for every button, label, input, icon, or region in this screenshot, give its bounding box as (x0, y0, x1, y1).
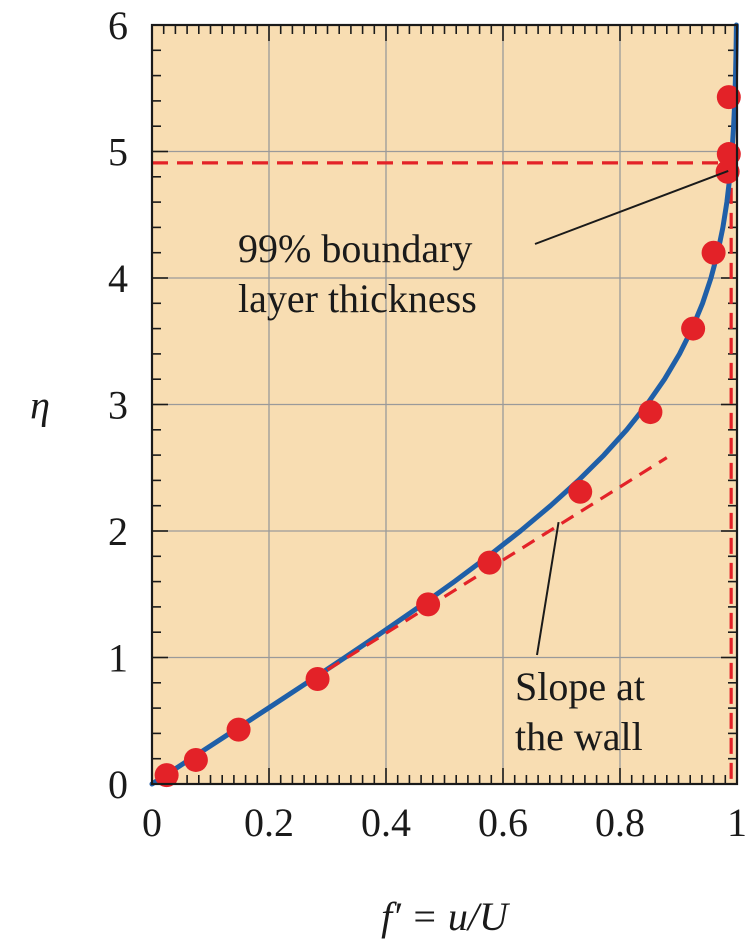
x-tick-label: 1 (727, 800, 747, 845)
grid-lines (152, 25, 737, 784)
x-axis-label: f′ = u/U (381, 894, 511, 939)
data-point (716, 142, 741, 167)
y-tick-label: 2 (108, 509, 128, 554)
x-tick-label: 0.2 (244, 800, 294, 845)
y-tick-label: 1 (108, 636, 128, 681)
plot-frame (150, 23, 739, 786)
reference-lines (152, 161, 737, 784)
data-point (416, 592, 441, 617)
x-tick-label: 0.6 (478, 800, 528, 845)
y-tick-label: 6 (108, 3, 128, 48)
data-point (716, 85, 741, 110)
y-tick-label: 3 (108, 383, 128, 428)
y-axis-label: η (30, 383, 50, 428)
annotations: 99% boundary layer thickness Slope at the w… (238, 169, 729, 759)
x-tick-label: 0.4 (361, 800, 411, 845)
y-tick-label: 4 (108, 256, 128, 301)
data-point (305, 667, 330, 692)
data-point (701, 240, 726, 265)
annotation-slope-text: the wall (515, 714, 643, 759)
wall-slope-dashed-line (326, 456, 668, 672)
data-point (183, 747, 208, 772)
x-tick-label: 0.8 (595, 800, 645, 845)
tick-labels: 0 0.2 0.4 0.6 0.8 1 0 1 2 3 4 5 6 (108, 3, 747, 845)
data-point (638, 400, 663, 425)
data-point (568, 479, 593, 504)
data-point (154, 763, 179, 788)
x-tick-label: 0 (142, 800, 162, 845)
y-tick-label: 0 (108, 762, 128, 807)
data-point (226, 717, 251, 742)
data-point (477, 550, 502, 575)
annotation-slope-leader (536, 521, 560, 656)
annotation-99-percent-text: layer thickness (238, 276, 477, 321)
annotation-slope-text: Slope at (515, 664, 645, 709)
annotation-99-percent-leader (534, 169, 729, 245)
data-points (154, 85, 741, 788)
data-point (681, 316, 706, 341)
annotation-99-percent-text: 99% boundary (238, 226, 472, 271)
y-tick-label: 5 (108, 130, 128, 175)
